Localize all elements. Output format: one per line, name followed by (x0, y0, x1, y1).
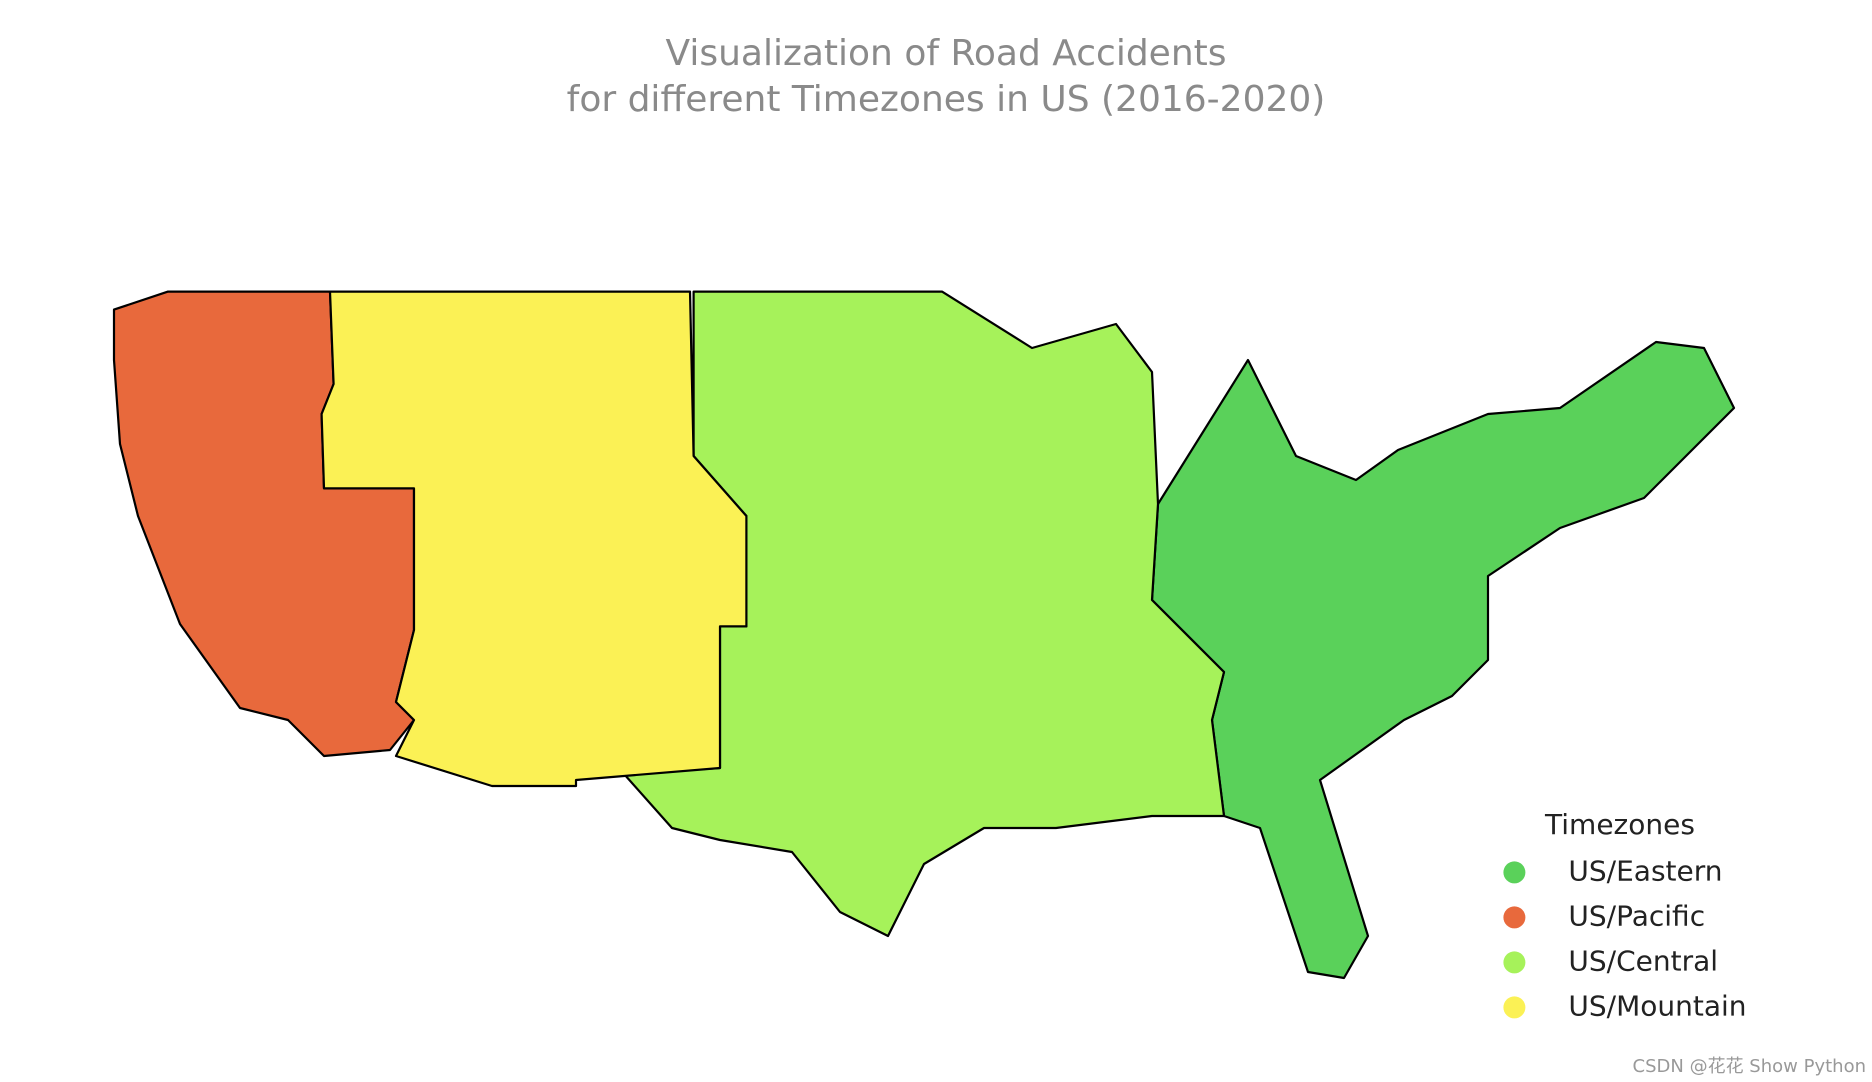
legend-marker (1503, 906, 1526, 929)
legend: Timezones US/Eastern US/Pacific US/Central… (1503, 808, 1747, 1022)
legend-label: US/Pacific (1568, 899, 1705, 932)
legend-label: US/Mountain (1568, 989, 1746, 1022)
title-line: Visualization of Road Accidents (665, 33, 1226, 74)
legend-marker (1503, 861, 1526, 884)
legend-marker (1503, 996, 1526, 1019)
legend-title: Timezones (1544, 808, 1695, 841)
map (112, 290, 1736, 980)
title-line: for different Timezones in US (2016-2020… (567, 79, 1326, 120)
legend-label: US/Central (1568, 944, 1718, 977)
legend-marker (1503, 951, 1526, 974)
watermark: CSDN @花花 Show Python (1633, 1056, 1866, 1077)
legend-label: US/Eastern (1568, 854, 1722, 887)
timezone-region (1150, 340, 1736, 980)
timezone-region (320, 290, 748, 788)
